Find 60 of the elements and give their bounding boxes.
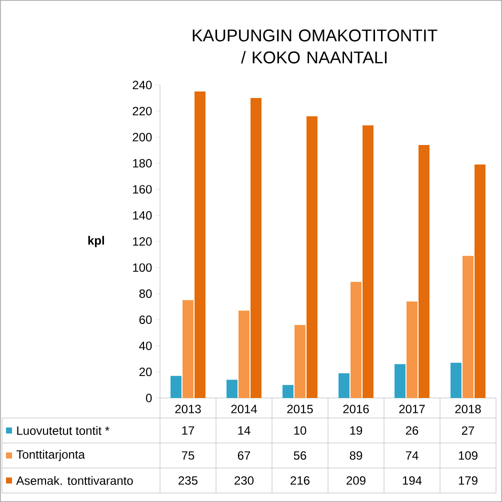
y-tick-label: 40	[139, 342, 152, 350]
bar	[338, 373, 350, 398]
x-tick-label: 2013	[175, 404, 201, 414]
y-tick-label: 160	[133, 185, 152, 194]
y-tick-label: 100	[133, 263, 152, 272]
data-label: 67	[238, 451, 250, 460]
bar	[250, 98, 262, 398]
data-label: 14	[238, 426, 250, 435]
data-label: 179	[458, 476, 478, 485]
y-tick-label: 120	[133, 237, 152, 246]
y-axis-title: kpl	[88, 236, 104, 248]
bar	[306, 116, 318, 398]
bar	[226, 380, 238, 398]
bar	[294, 324, 306, 398]
y-tick-label: 200	[132, 132, 152, 142]
bar	[462, 256, 474, 398]
y-tick-label: 20	[139, 368, 152, 376]
y-tick-label: 220	[132, 106, 152, 116]
bar	[194, 92, 206, 398]
legend-label: Luovutetut tontit *	[17, 426, 110, 435]
y-tick-label: 60	[139, 316, 152, 324]
x-tick-label: 2018	[455, 404, 481, 414]
bar	[394, 364, 406, 398]
bar	[406, 301, 418, 398]
chart-title: KAUPUNGIN OMAKOTITONTIT / KOKO NAANTALI	[192, 29, 438, 64]
bar	[282, 384, 294, 398]
bar	[350, 282, 362, 398]
y-tick-label: 240	[132, 80, 152, 90]
x-tick-label: 2014	[231, 404, 257, 414]
data-label: 10	[294, 426, 306, 435]
bar	[474, 164, 486, 398]
data-label: 209	[346, 476, 366, 485]
data-label: 75	[182, 451, 194, 460]
bar	[238, 310, 250, 398]
x-tick-label: 2017	[399, 404, 425, 414]
data-label: 74	[406, 451, 418, 460]
bar	[362, 125, 374, 398]
x-tick-label: 2015	[287, 404, 313, 414]
data-label: 235	[178, 476, 198, 485]
data-label: 27	[462, 426, 474, 435]
legend-label: Tonttitarjonta	[16, 450, 85, 462]
bar	[418, 144, 430, 398]
y-tick-label: 140	[133, 211, 152, 220]
data-label: 26	[406, 426, 418, 435]
data-label: 17	[182, 426, 194, 435]
bar	[170, 376, 182, 398]
data-label: 230	[234, 476, 254, 485]
bar	[450, 362, 462, 398]
y-tick-label: 80	[139, 289, 152, 298]
y-tick-label: 0	[146, 394, 152, 402]
data-label: 89	[350, 451, 362, 460]
y-tick-label: 180	[133, 159, 152, 168]
x-tick-label: 2016	[343, 404, 369, 414]
data-label: 19	[350, 426, 362, 435]
data-label: 56	[294, 451, 306, 460]
bar	[182, 300, 194, 398]
data-label: 216	[290, 476, 310, 485]
data-label: 109	[458, 451, 478, 460]
legend-label: Asemak. tonttivaranto	[16, 476, 133, 485]
data-label: 194	[402, 476, 422, 485]
